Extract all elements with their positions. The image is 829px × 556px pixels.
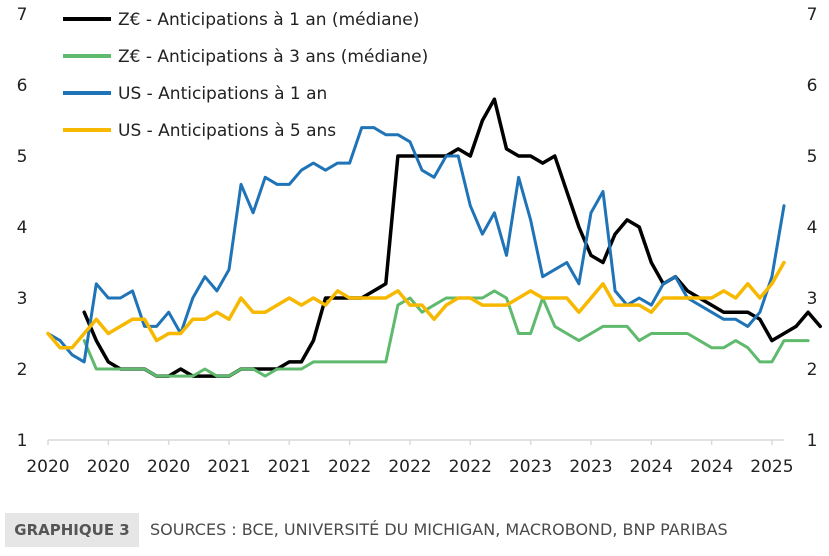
x-tick-label: 2022 (328, 457, 371, 477)
y-right-tick-label: 1 (807, 431, 818, 451)
y-left-tick-label: 6 (17, 76, 28, 96)
x-tick-label: 2025 (750, 457, 793, 477)
legend: Z€ - Anticipations à 1 an (médiane) Z€ -… (63, 10, 428, 141)
y-right-tick-label: 6 (807, 76, 818, 96)
legend-label-us-1an: US - Anticipations à 1 an (118, 84, 327, 104)
legend-entry-us-5ans: US - Anticipations à 5 ans (63, 121, 336, 141)
y-right-tick-label: 2 (807, 360, 818, 380)
y-right-tick-label: 3 (807, 289, 818, 309)
series-line-1 (82, 289, 810, 378)
y-axis-left: 1 2 3 4 5 6 7 (17, 5, 28, 451)
x-axis: 2020 2020 2020 2021 2021 2022 2022 2022 2023 2023… (26, 440, 794, 477)
legend-entry-ze-1an: Z€ - Anticipations à 1 an (médiane) (63, 10, 419, 30)
y-left-tick-label: 4 (17, 218, 28, 238)
sources-note: SOURCES : BCE, UNIVERSITÉ DU MICHIGAN, M… (150, 520, 728, 539)
x-tick-label: 2020 (147, 457, 190, 477)
y-right-tick-label: 4 (807, 218, 818, 238)
x-tick-label: 2022 (449, 457, 492, 477)
legend-label-ze-1an: Z€ - Anticipations à 1 an (médiane) (118, 10, 419, 30)
x-tick-label: 2021 (207, 457, 250, 477)
line-chart: 1 2 3 4 5 6 7 1 2 3 4 5 6 7 2020 2020 2020 2021 2021 2022… (17, 5, 822, 477)
footer: GRAPHIQUE 3 SOURCES : BCE, UNIVERSITÉ DU… (0, 510, 829, 550)
y-axis-right: 1 2 3 4 5 6 7 (807, 5, 818, 451)
y-left-tick-label: 1 (17, 431, 28, 451)
y-left-tick-label: 3 (17, 289, 28, 309)
x-tick-label: 2024 (630, 457, 673, 477)
y-left-tick-label: 2 (17, 360, 28, 380)
series-line-3 (46, 260, 786, 350)
legend-label-us-5ans: US - Anticipations à 5 ans (118, 121, 336, 141)
x-tick-label: 2020 (87, 457, 130, 477)
x-tick-label: 2023 (509, 457, 552, 477)
series-lines (46, 97, 822, 378)
y-left-tick-label: 7 (17, 5, 28, 25)
legend-entry-ze-3ans: Z€ - Anticipations à 3 ans (médiane) (63, 47, 428, 67)
y-right-tick-label: 7 (807, 5, 818, 25)
series-line-2 (46, 126, 786, 364)
x-tick-label: 2021 (268, 457, 311, 477)
chart-number-badge: GRAPHIQUE 3 (5, 513, 139, 547)
y-left-tick-label: 5 (17, 147, 28, 167)
legend-label-ze-3ans: Z€ - Anticipations à 3 ans (médiane) (118, 47, 428, 67)
x-tick-label: 2023 (569, 457, 612, 477)
x-tick-label: 2022 (388, 457, 431, 477)
x-tick-label: 2020 (26, 457, 69, 477)
legend-entry-us-1an: US - Anticipations à 1 an (63, 84, 327, 104)
y-right-tick-label: 5 (807, 147, 818, 167)
x-tick-label: 2024 (690, 457, 733, 477)
